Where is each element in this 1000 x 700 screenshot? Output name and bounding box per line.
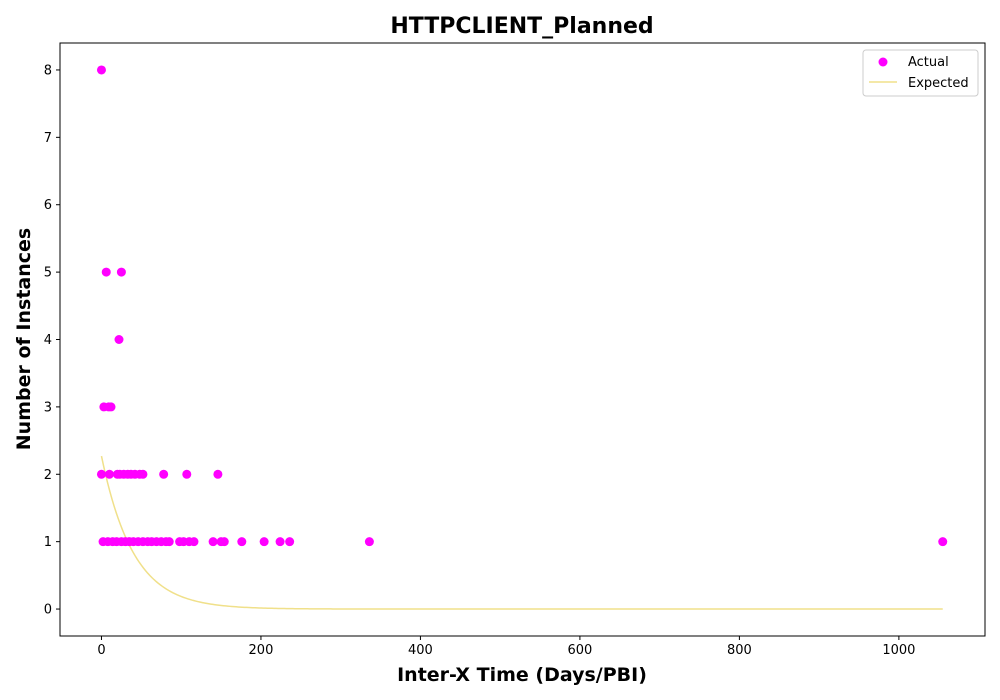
- actual-point: [275, 537, 285, 547]
- actual-point: [182, 469, 192, 479]
- actual-point: [285, 537, 295, 547]
- legend-box: [862, 49, 979, 97]
- plot-area: [59, 42, 986, 637]
- actual-point: [219, 537, 229, 547]
- y-axis-label: Number of Instances: [13, 228, 35, 450]
- x-tick-label: 400: [408, 643, 433, 658]
- y-tick-label: 7: [44, 131, 52, 146]
- y-tick-label: 0: [44, 603, 52, 618]
- actual-point: [259, 537, 269, 547]
- y-tick-label: 3: [44, 400, 52, 415]
- actual-point: [364, 537, 374, 547]
- expected-line: [100, 455, 943, 610]
- chart-title: HTTPCLIENT_Planned: [390, 14, 653, 39]
- actual-point: [208, 537, 218, 547]
- legend-actual-marker: [878, 57, 888, 67]
- expected-series: [100, 455, 943, 610]
- actual-point: [138, 469, 148, 479]
- actual-point: [96, 65, 106, 75]
- x-axis-ticks: 0 200 400 600 800 1000: [97, 636, 915, 658]
- actual-point: [114, 335, 124, 344]
- actual-point: [96, 469, 106, 479]
- y-tick-label: 8: [44, 63, 52, 78]
- actual-point: [213, 469, 223, 479]
- actual-point: [106, 402, 116, 412]
- x-tick-label: 0: [97, 643, 105, 658]
- legend: Actual Expected: [862, 49, 979, 97]
- x-axis-label: Inter-X Time (Days/PBI): [397, 664, 647, 686]
- y-axis-ticks: 0 1 2 3 4 5 6 7 8: [44, 63, 60, 618]
- actual-point: [101, 267, 111, 277]
- x-tick-label: 800: [727, 643, 752, 658]
- actual-point: [237, 537, 247, 547]
- y-tick-label: 2: [44, 468, 52, 483]
- actual-point: [116, 267, 126, 277]
- actual-point: [159, 469, 169, 479]
- x-tick-label: 600: [567, 643, 592, 658]
- y-tick-label: 4: [44, 333, 52, 348]
- actual-series: [96, 65, 948, 547]
- actual-point: [164, 537, 174, 547]
- x-tick-label: 200: [249, 643, 274, 658]
- x-tick-label: 1000: [882, 643, 915, 658]
- actual-point: [938, 537, 948, 547]
- y-tick-label: 6: [44, 198, 52, 213]
- y-tick-label: 1: [44, 535, 52, 550]
- y-tick-label: 5: [44, 266, 52, 281]
- legend-expected-label: Expected: [908, 76, 969, 91]
- actual-point: [104, 469, 114, 479]
- legend-actual-label: Actual: [908, 55, 949, 70]
- actual-point: [189, 537, 199, 547]
